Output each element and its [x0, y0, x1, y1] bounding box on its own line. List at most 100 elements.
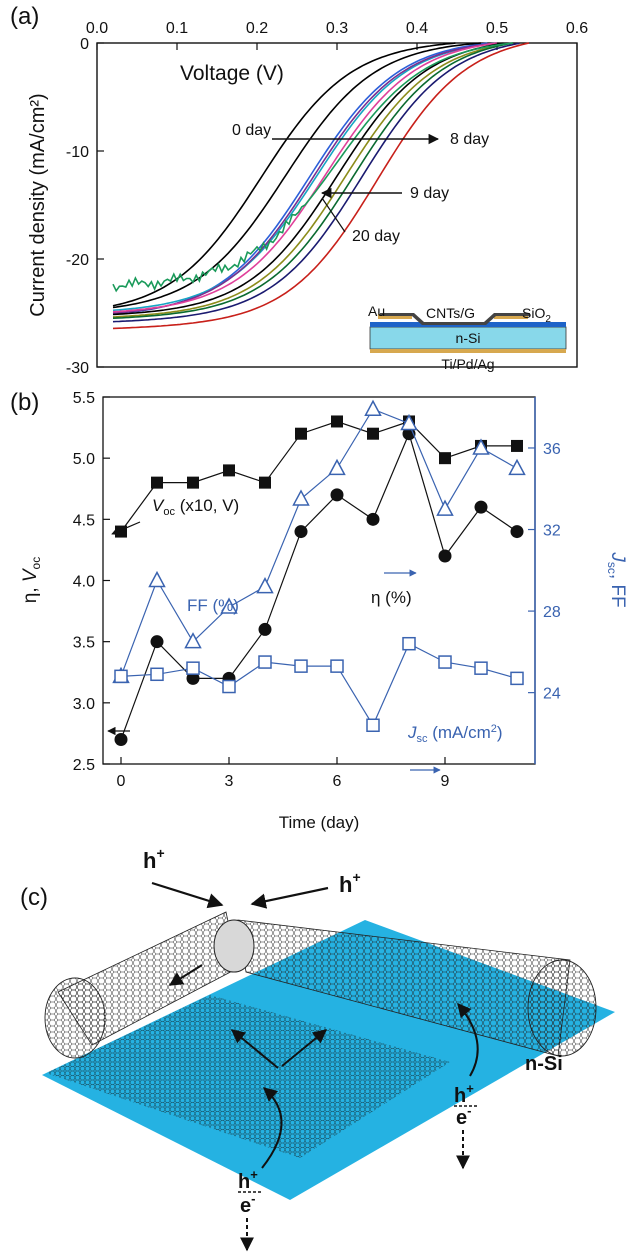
- voc-point: [511, 439, 523, 452]
- nanotube-junction: [213, 919, 255, 973]
- panel-b-right-y-ticks: 24 28 32 36: [528, 441, 561, 703]
- panel-a-annotations: 0 day 8 day 9 day 20 day: [232, 122, 489, 245]
- panel-b-x-ticks: 0 3 6 9: [117, 757, 450, 790]
- annotation-0-day: 0 day: [232, 122, 271, 139]
- eta-point: [114, 733, 128, 747]
- n-si-label: n-Si: [525, 1053, 563, 1075]
- panel-a-label: (a): [10, 3, 39, 30]
- panel-b-x-axis-label: Time (day): [279, 813, 360, 832]
- panel-b-legend-labels: Voc (x10, V) η (%) FF (%) Jsc (mA/cm2): [107, 496, 503, 774]
- panel-a-iv-curve: [112, 42, 530, 330]
- panel-b-right-tick-label: 24: [543, 686, 561, 703]
- panel-a-x-axis-label: Voltage (V): [180, 62, 284, 85]
- legend-ff: FF (%): [187, 596, 239, 615]
- panel-c-schematic: (c) h+ h+ h+ e- h+ e-: [20, 845, 615, 1252]
- annotation-20-day: 20 day: [352, 228, 400, 245]
- panel-a-y-tick-label: -30: [66, 360, 89, 377]
- electron-label-bottom: e-: [240, 1191, 255, 1217]
- ff-point: [148, 570, 166, 588]
- panel-a-iv-curve: [112, 42, 514, 318]
- panel-b-left-tick-label: 5.5: [73, 390, 95, 407]
- jsc-point: [402, 636, 416, 651]
- panel-c-label: (c): [20, 884, 48, 911]
- annotation-9-day: 9 day: [410, 185, 449, 202]
- panel-b-left-tick-label: 5.0: [73, 451, 95, 468]
- panel-a-y-axis-label: Current density (mA/cm²): [27, 93, 49, 316]
- annotation-8-day: 8 day: [450, 131, 489, 148]
- legend-eta: η (%): [371, 588, 412, 607]
- ff-point: [256, 577, 274, 594]
- panel-a-x-tick-label: 0.2: [246, 20, 268, 37]
- arrow-hole-top-right: [250, 886, 329, 909]
- eta-point: [330, 488, 344, 502]
- panel-a-y-tick-label: -20: [66, 252, 89, 269]
- inset-label-n-si: n-Si: [456, 330, 481, 346]
- panel-a-chart: (a) 0.0 0.1 0.2 0.3 0.4 0.5 0.6 0 -10 -20 -30 Vol…: [10, 3, 588, 377]
- jsc-point: [474, 661, 488, 675]
- voc-point: [259, 476, 271, 489]
- arrow-right-curve: [457, 1002, 479, 1077]
- panel-b-series: [112, 399, 526, 747]
- jsc-point: [114, 669, 128, 684]
- panel-a-iv-curve: [112, 42, 482, 309]
- electron-label-right: e-: [456, 1103, 471, 1129]
- arrow-tube-left: [168, 964, 203, 986]
- arrow-sheet-curve: [261, 1087, 283, 1169]
- panel-b-right-axis-label: Jsc, FF: [605, 551, 628, 607]
- hole-label-bottom: h+: [238, 1167, 258, 1193]
- inset-label-cnt: CNTs/G: [426, 305, 475, 321]
- panel-a-iv-curve: [112, 42, 498, 313]
- ff-point: [328, 458, 346, 476]
- graphene-sheet: [46, 995, 450, 1158]
- panel-b-left-tick-label: 3.0: [73, 696, 95, 713]
- panel-a-iv-curve: [112, 42, 456, 307]
- eta-point: [474, 500, 488, 514]
- panel-b-series-line: [120, 431, 518, 740]
- hole-label-right: h+: [454, 1081, 474, 1107]
- panel-b-series-line: [120, 642, 518, 727]
- eta-point: [294, 525, 308, 539]
- ff-point: [220, 597, 238, 614]
- panel-b-x-tick-label: 0: [117, 773, 126, 790]
- panel-b-x-tick-label: 6: [333, 773, 342, 790]
- eta-point: [438, 549, 452, 563]
- panel-b-left-tick-label: 4.5: [73, 512, 95, 529]
- panel-a-y-ticks: 0 -10 -20 -30: [66, 36, 104, 377]
- panel-a-x-tick-label: 0.4: [406, 20, 428, 37]
- panel-a-iv-curve: [112, 42, 498, 312]
- panel-a-x-tick-label: 0.1: [166, 20, 188, 37]
- voc-point: [439, 452, 451, 465]
- au-electrode-left: [378, 314, 412, 319]
- ff-point: [184, 632, 202, 649]
- ff-point: [508, 458, 526, 476]
- jsc-point: [258, 655, 272, 669]
- ff-point: [472, 438, 490, 455]
- panel-a-iv-curve: [112, 42, 488, 315]
- panel-b-left-axis-label: η, Voc: [20, 557, 43, 604]
- panel-a-iv-curve: [112, 42, 498, 314]
- panel-b-left-y-ticks: 2.5 3.0 3.5 4.0 4.5 5.0 5.5: [73, 390, 110, 774]
- panel-a-iv-curve: [112, 42, 520, 323]
- voc-point: [151, 476, 163, 489]
- eta-point: [258, 622, 272, 636]
- inset-label-contact: Ti/Pd/Ag: [441, 356, 494, 372]
- jsc-point: [330, 659, 344, 673]
- ff-point: [436, 499, 454, 516]
- jsc-point: [186, 661, 200, 675]
- panel-a-x-tick-label: 0.0: [86, 20, 108, 37]
- eta-point: [186, 671, 200, 685]
- jsc-point: [510, 671, 524, 686]
- arrow-hole-top-left: [151, 881, 224, 909]
- ff-point: [292, 489, 310, 506]
- panel-a-iv-curve: [112, 42, 514, 319]
- legend-voc: Voc (x10, V): [152, 496, 239, 518]
- eta-point: [150, 635, 164, 649]
- panel-b-series-line: [120, 420, 517, 532]
- panel-b-right-tick-label: 32: [543, 523, 561, 540]
- panel-b-left-tick-label: 4.0: [73, 574, 95, 591]
- ff-point: [400, 413, 418, 431]
- panel-b-x-tick-label: 9: [441, 773, 450, 790]
- jsc-point: [294, 659, 308, 673]
